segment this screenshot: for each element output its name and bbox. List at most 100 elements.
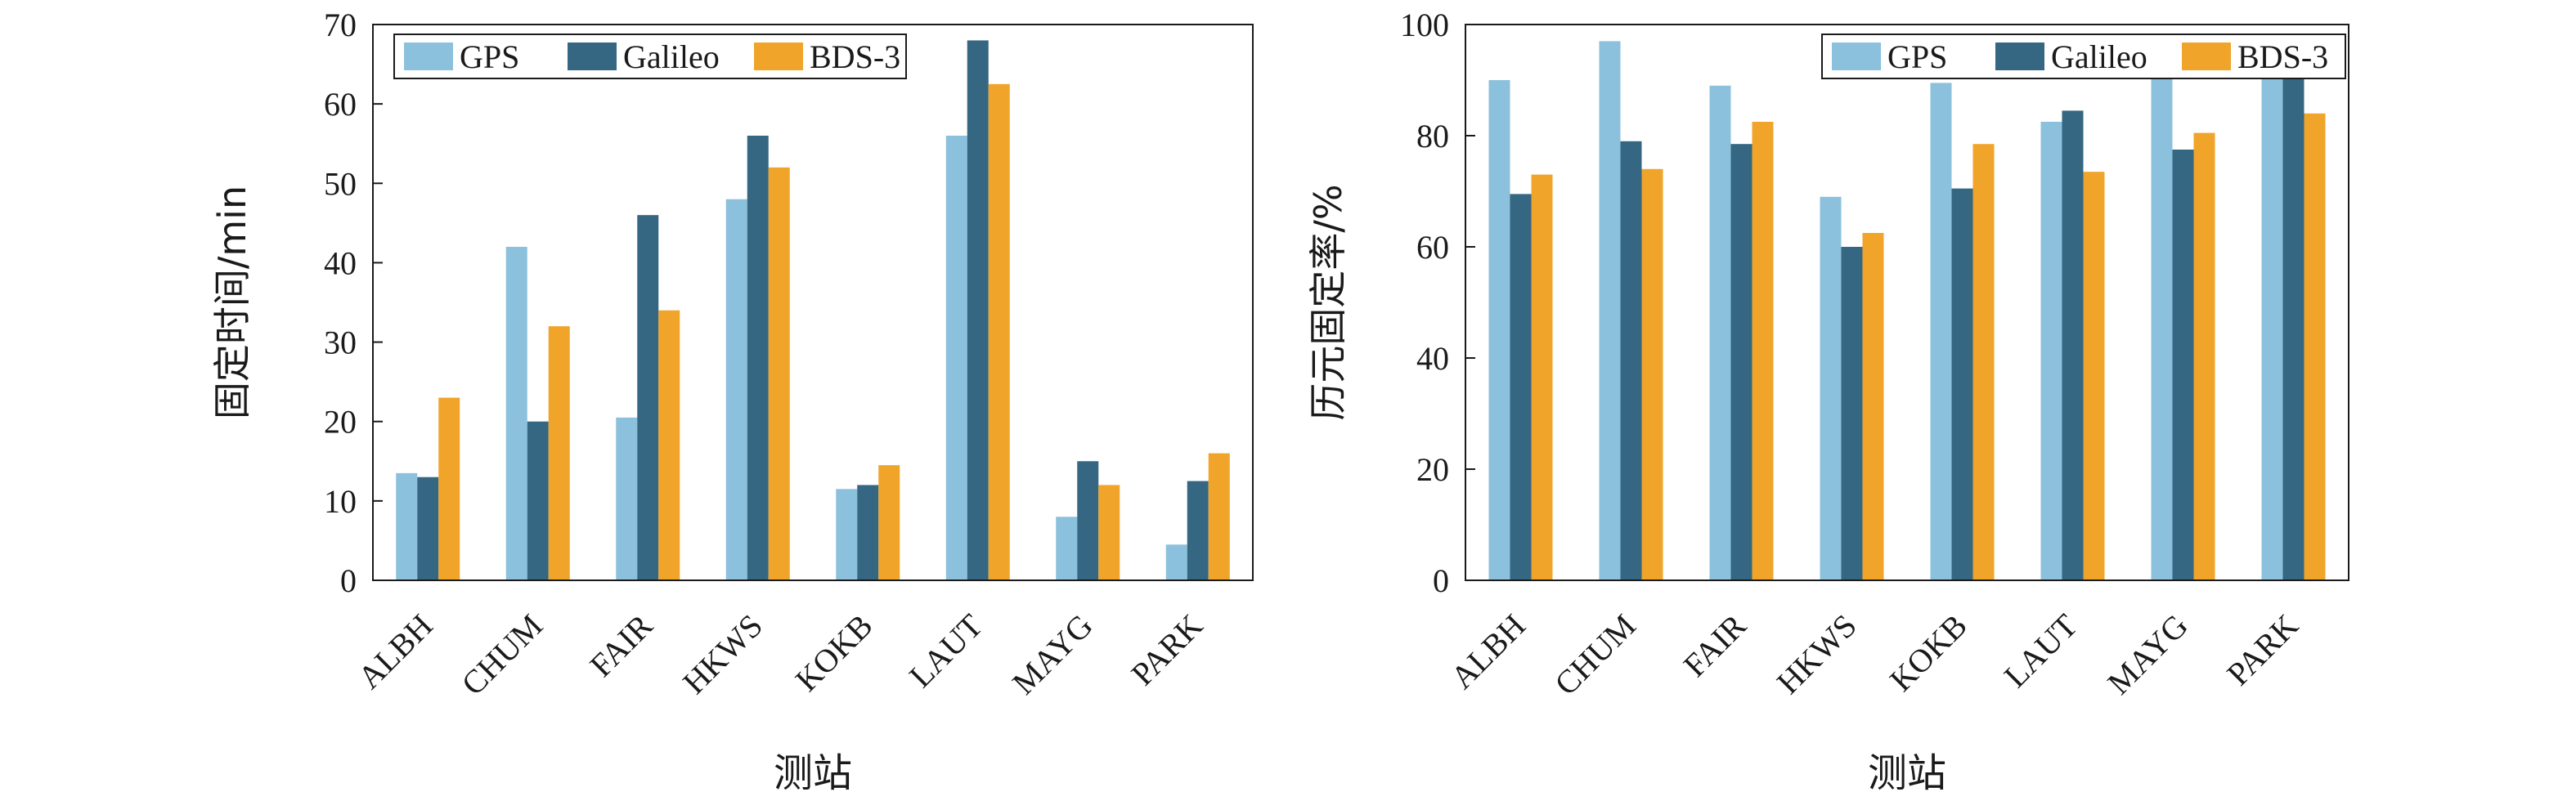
legend-label-galileo: Galileo	[2051, 38, 2147, 75]
legend-swatch-gps	[404, 43, 453, 70]
y-tick-label: 50	[324, 165, 357, 202]
x-tick-label: KOKB	[1883, 607, 1974, 699]
x-axis-title: 测站	[1868, 750, 1946, 796]
bar-galileo-hkws	[747, 136, 769, 580]
x-tick-label: ALBH	[351, 607, 440, 696]
y-axis-title: 历元固定率/%	[1306, 184, 1350, 420]
y-tick-label: 20	[324, 404, 357, 441]
bar-gps-chum	[1599, 41, 1621, 580]
y-tick-label: 0	[1433, 562, 1449, 599]
bar-galileo-albh	[1510, 194, 1532, 580]
legend-swatch-gps	[1832, 43, 1881, 70]
bar-bds-3-fair	[658, 310, 680, 580]
legend-swatch-bds-3	[2182, 43, 2231, 70]
bar-bds-3-fair	[1752, 122, 1774, 580]
x-tick-label: MAYG	[1005, 607, 1100, 702]
bar-galileo-kokb	[857, 485, 879, 580]
x-tick-label: PARK	[2219, 606, 2305, 692]
bar-bds-3-chum	[1641, 168, 1663, 581]
bar-gps-hkws	[725, 199, 747, 580]
plot-frame	[1465, 24, 2349, 581]
bar-galileo-chum	[527, 421, 549, 580]
bar-gps-laut	[2040, 122, 2062, 580]
bar-bds-3-laut	[2083, 172, 2105, 580]
bar-bds-3-mayg	[1098, 485, 1120, 580]
legend-swatch-galileo	[568, 43, 617, 70]
y-axis-title: 固定时间/min	[210, 186, 254, 419]
legend-label-bds-3: BDS-3	[810, 38, 900, 75]
bar-galileo-mayg	[1077, 461, 1099, 580]
x-tick-label: PARK	[1124, 606, 1209, 692]
bar-galileo-mayg	[2172, 150, 2194, 580]
bar-bds-3-park	[1208, 453, 1230, 580]
bar-galileo-park	[2282, 74, 2304, 580]
epoch-fix-rate-chart: 0 20 40 60 80 100 ALBH CHUM FAIR HKWS KOKB LAUT MAYG…	[1306, 7, 2349, 796]
bar-bds-3-hkws	[1862, 233, 1884, 580]
x-tick-label: HKWS	[1770, 607, 1864, 701]
bar-bds-3-park	[2304, 113, 2326, 581]
y-tick-label: 20	[1416, 451, 1449, 488]
legend-box	[1821, 34, 2346, 79]
bar-gps-kokb	[1930, 83, 1952, 580]
bar-bds-3-kokb	[1972, 144, 1995, 580]
bar-gps-albh	[396, 472, 418, 580]
x-tick-label: FAIR	[1676, 606, 1753, 683]
bar-galileo-laut	[2062, 110, 2084, 580]
y-tick-label: 10	[324, 483, 357, 520]
y-tick-label: 70	[324, 7, 357, 43]
bar-bds-3-laut	[988, 83, 1010, 581]
plot-frame	[372, 24, 1254, 581]
x-tick-label: CHUM	[1547, 607, 1643, 703]
bar-bds-3-albh	[438, 397, 460, 580]
y-tick-label: 80	[1416, 118, 1449, 154]
x-tick-label: LAUT	[1997, 607, 2085, 695]
x-tick-label: HKWS	[675, 607, 770, 701]
y-tick-label: 40	[324, 244, 357, 281]
legend-label-gps: GPS	[1887, 38, 1947, 75]
bar-galileo-fair	[1730, 144, 1752, 580]
x-tick-label: LAUT	[902, 607, 990, 695]
bar-galileo-albh	[417, 477, 439, 580]
legend: GPS Galileo BDS-3	[1821, 34, 2346, 79]
x-tick-label: CHUM	[454, 607, 550, 703]
bar-gps-hkws	[1820, 196, 1842, 581]
legend-label-bds-3: BDS-3	[2237, 38, 2328, 75]
bar-bds-3-chum	[548, 326, 570, 580]
bar-gps-laut	[945, 136, 967, 580]
fixing-time-chart: 0 10 20 30 40 50 60 70 ALBH CHUM FAIR HKWS KOKB LAUT M…	[210, 7, 1254, 796]
legend-label-galileo: Galileo	[623, 38, 720, 75]
bar-galileo-fair	[637, 215, 659, 580]
bar-galileo-laut	[967, 40, 989, 580]
legend-box	[393, 34, 907, 79]
bar-gps-mayg	[2151, 74, 2173, 580]
bar-bds-3-hkws	[768, 167, 790, 580]
bar-bds-3-kokb	[878, 465, 900, 580]
bar-gps-fair	[1709, 85, 1731, 581]
legend-swatch-galileo	[1995, 43, 2044, 70]
y-tick-label: 60	[324, 86, 357, 123]
legend-swatch-bds-3	[754, 43, 803, 70]
y-tick-label: 0	[340, 562, 357, 599]
y-tick-label: 30	[324, 324, 357, 361]
bar-gps-albh	[1488, 80, 1510, 580]
bar-gps-kokb	[836, 489, 858, 580]
y-tick-label: 40	[1416, 340, 1449, 377]
bar-galileo-hkws	[1841, 247, 1863, 580]
bar-gps-fair	[616, 417, 638, 580]
y-tick-label: 100	[1400, 7, 1449, 43]
x-axis-title: 测站	[774, 750, 852, 796]
bar-gps-park	[1165, 544, 1187, 580]
bar-gps-mayg	[1056, 517, 1078, 580]
bar-galileo-chum	[1620, 141, 1642, 581]
bar-galileo-kokb	[1951, 188, 1973, 580]
bar-galileo-park	[1187, 481, 1209, 580]
x-tick-label: MAYG	[2100, 607, 2195, 702]
bar-bds-3-albh	[1531, 174, 1553, 580]
bar-bds-3-mayg	[2193, 132, 2215, 581]
bar-gps-park	[2261, 63, 2283, 581]
x-tick-label: ALBH	[1443, 607, 1533, 696]
y-tick-label: 60	[1416, 229, 1449, 266]
bar-gps-chum	[505, 247, 527, 580]
x-tick-label: FAIR	[582, 606, 659, 683]
